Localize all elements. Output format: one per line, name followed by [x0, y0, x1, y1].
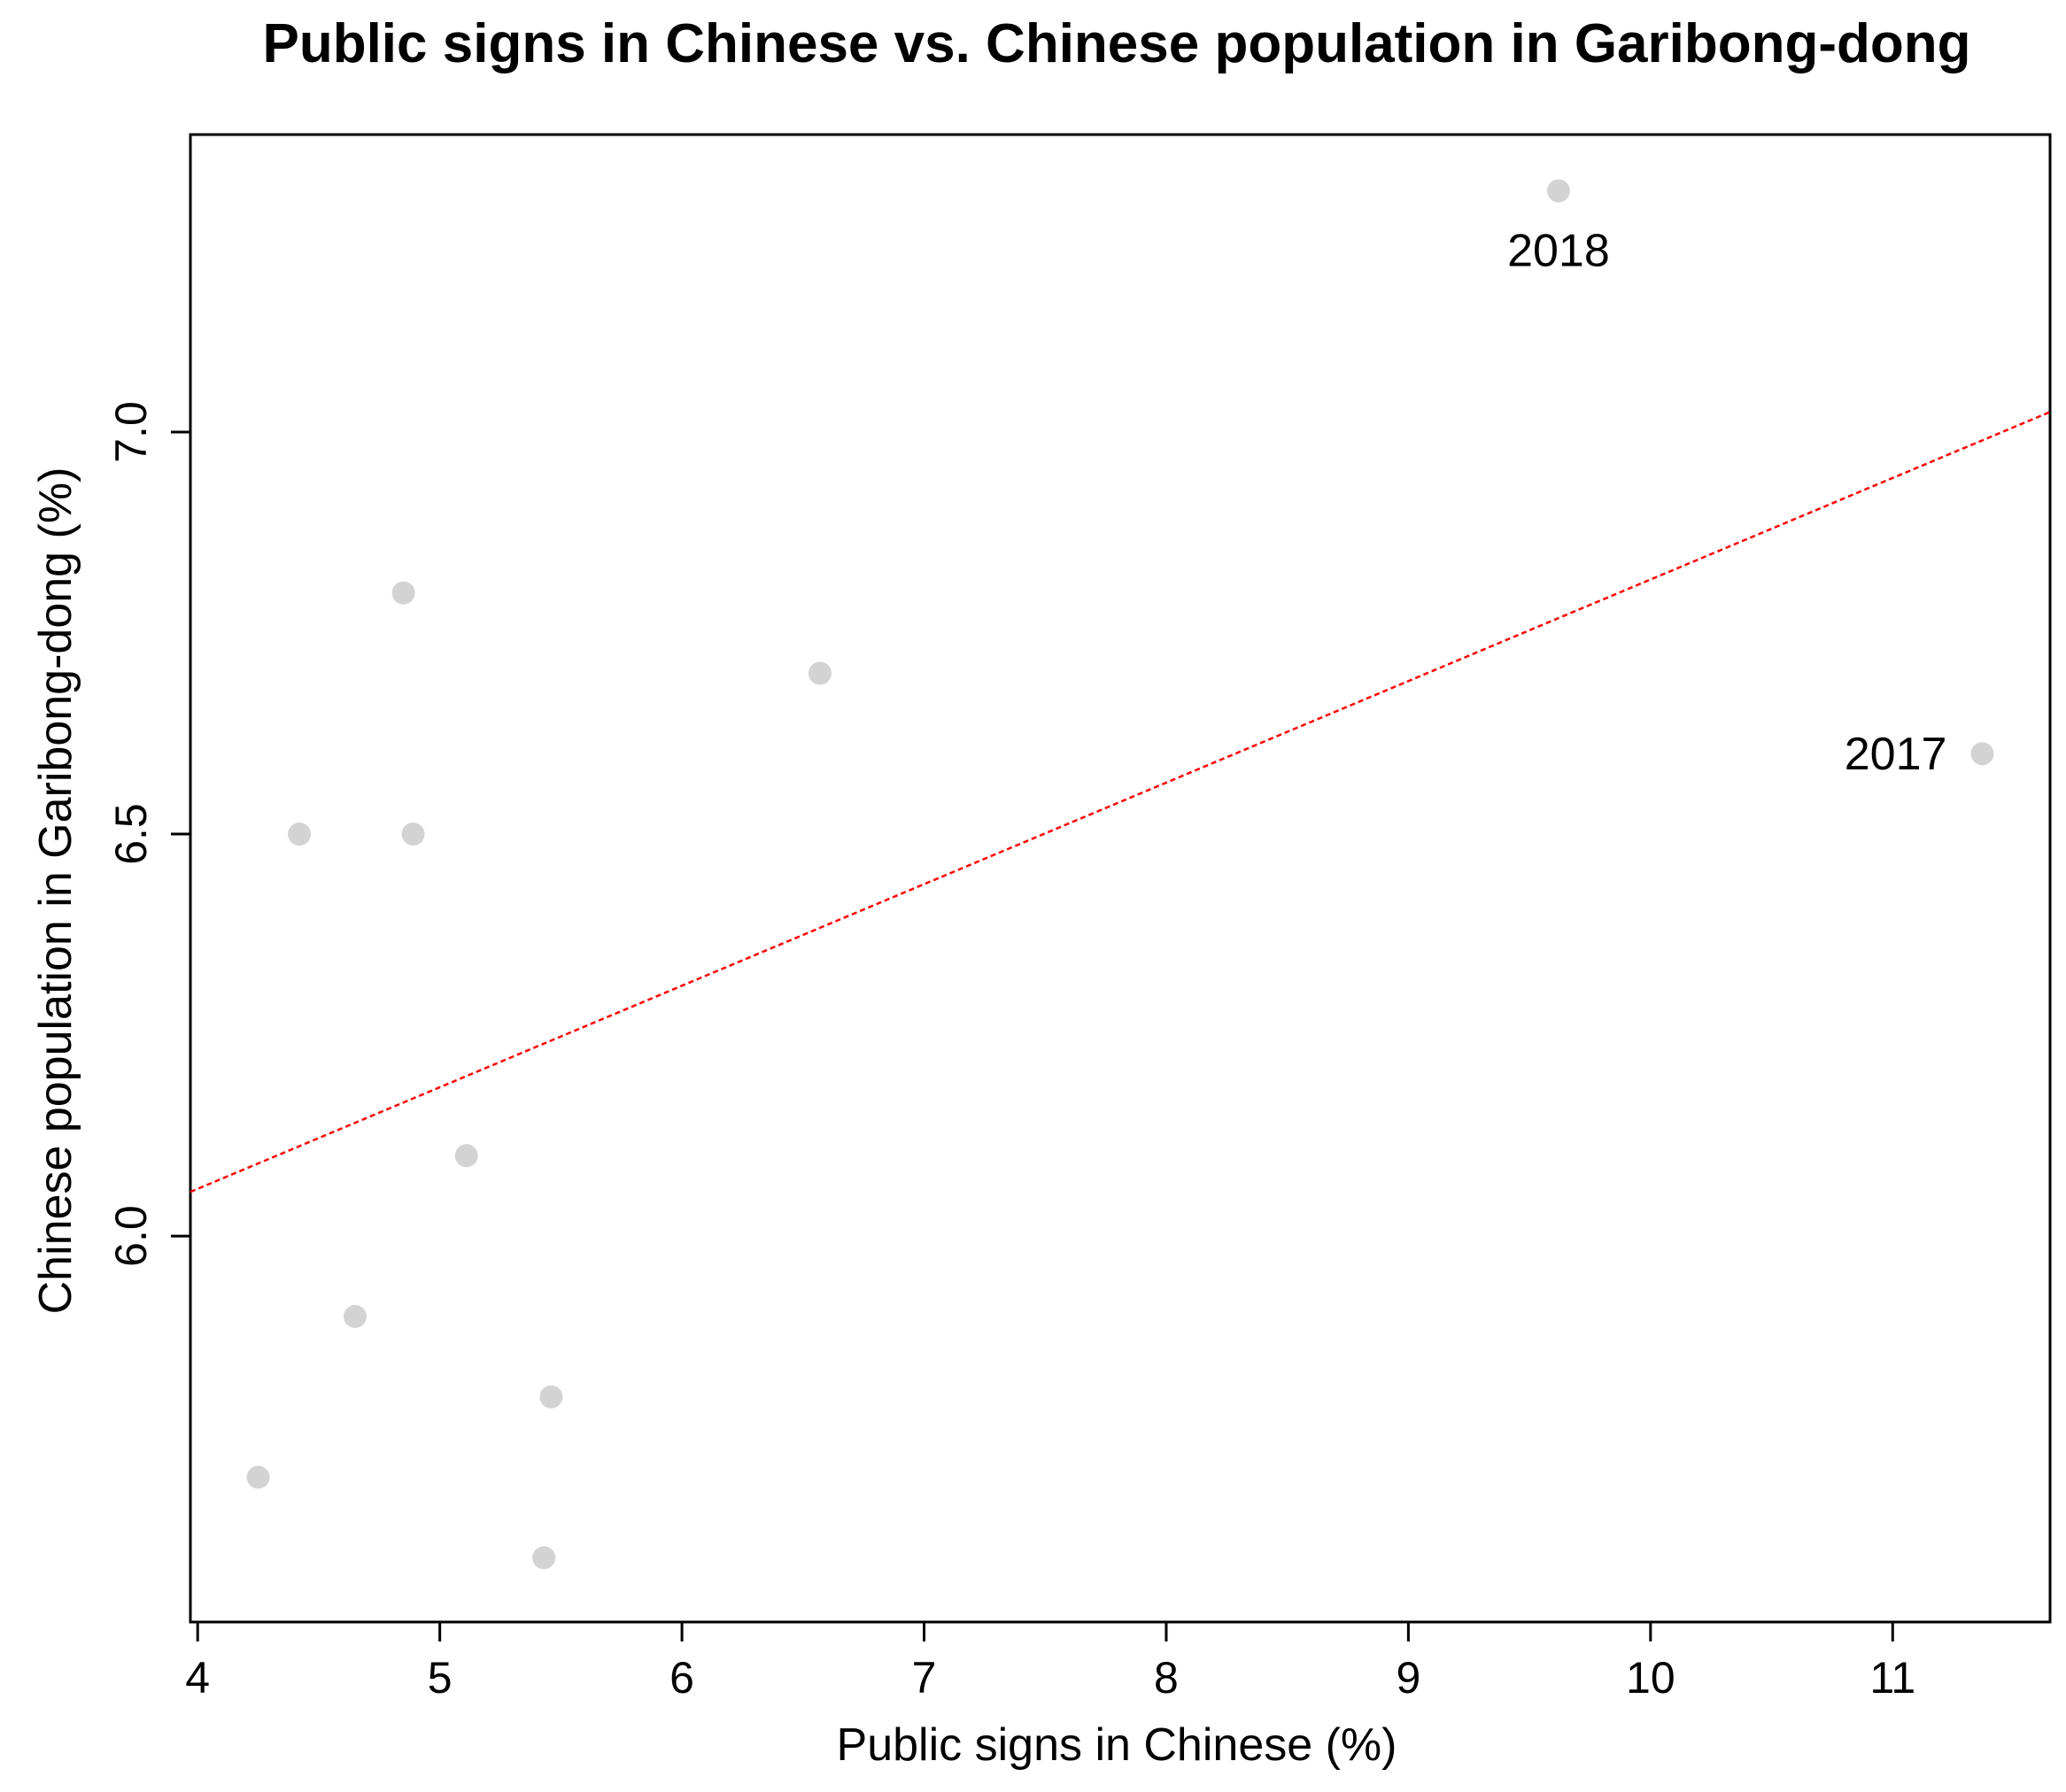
plot-frame — [189, 133, 2052, 1624]
data-point — [454, 1144, 478, 1168]
y-tick-label: 6.0 — [106, 1205, 156, 1267]
point-label: 2017 — [1845, 729, 1947, 780]
x-tick-label: 5 — [428, 1653, 453, 1703]
x-tick-label: 6 — [669, 1653, 694, 1703]
x-tick-label: 10 — [1626, 1653, 1675, 1703]
data-point — [1546, 179, 1570, 203]
chart-title: Public signs in Chinese vs. Chinese popu… — [262, 13, 1970, 74]
data-point — [288, 823, 312, 846]
data-point — [1970, 742, 1994, 766]
point-label: 2018 — [1507, 226, 1610, 277]
y-axis-label: Chinese population in Garibong-dong (%) — [30, 467, 81, 1315]
x-tick-label: 7 — [912, 1653, 937, 1703]
x-tick-label: 9 — [1396, 1653, 1420, 1703]
x-tick-label: 4 — [185, 1653, 210, 1703]
x-axis-label: Public signs in Chinese (%) — [837, 1719, 1397, 1771]
data-point — [808, 661, 832, 685]
x-tick-label: 11 — [1869, 1653, 1915, 1703]
data-point — [532, 1546, 556, 1570]
y-tick-label: 7.0 — [106, 401, 156, 463]
x-tick-label: 8 — [1154, 1653, 1179, 1703]
regression-line — [190, 411, 2051, 1193]
data-point — [246, 1465, 270, 1489]
plot-area: 4 5 6 7 8 9 10 11 6.0 6.5 7.0 2018 2017 — [106, 133, 2052, 1703]
data-point — [401, 823, 425, 846]
y-tick-label: 6.5 — [106, 803, 156, 865]
data-point — [391, 581, 415, 605]
data-point — [343, 1304, 367, 1328]
data-point — [539, 1385, 563, 1409]
